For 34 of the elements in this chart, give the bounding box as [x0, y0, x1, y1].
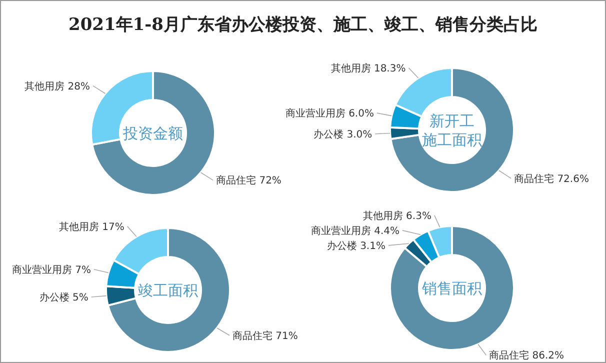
chart-title: 2021年1-8月广东省办公楼投资、施工、竣工、销售分类占比: [68, 15, 538, 35]
data-label: 72%: [259, 176, 282, 187]
donut-slice: [91, 70, 216, 196]
slice-label: 其他用房: [58, 222, 99, 233]
slice-label: 办公楼: [39, 292, 70, 304]
data-label: 86.2%: [532, 350, 564, 362]
data-label: 4.4%: [374, 226, 400, 237]
data-label: 18.3%: [374, 63, 406, 74]
slice-label: 办公楼: [314, 129, 344, 140]
data-label: 7%: [75, 264, 91, 276]
slice-label: 商品住宅: [489, 350, 530, 362]
data-label: 3.0%: [346, 129, 372, 140]
slice-label: 办公楼: [326, 240, 357, 252]
text: 销售面积: [421, 279, 482, 298]
data-label: 6.3%: [406, 210, 432, 222]
slice-label: 商业营业用房: [310, 226, 371, 237]
slice-label: 商业营业用房: [285, 108, 346, 120]
slice-label: 其他用房: [24, 81, 65, 92]
text: 新开工施工面积: [422, 112, 482, 149]
data-label: 72.6%: [557, 174, 589, 185]
data-label: 71%: [276, 330, 298, 342]
data-label: 5%: [72, 292, 88, 304]
text: 竣工面积: [138, 281, 198, 300]
data-label: 6.0%: [348, 108, 374, 120]
text: 投资金额: [122, 124, 183, 142]
slice-label: 商品住宅: [232, 330, 272, 342]
data-label: 28%: [68, 81, 90, 92]
slice-label: 其他用房: [362, 210, 403, 222]
slice-label: 商品住宅: [216, 176, 256, 187]
data-label: 17%: [102, 222, 124, 233]
data-label: 3.1%: [360, 240, 386, 252]
slice-label: 其他用房: [330, 63, 371, 74]
slice-label: 商品住宅: [514, 174, 554, 185]
slice-label: 商业营业用房: [12, 264, 72, 276]
